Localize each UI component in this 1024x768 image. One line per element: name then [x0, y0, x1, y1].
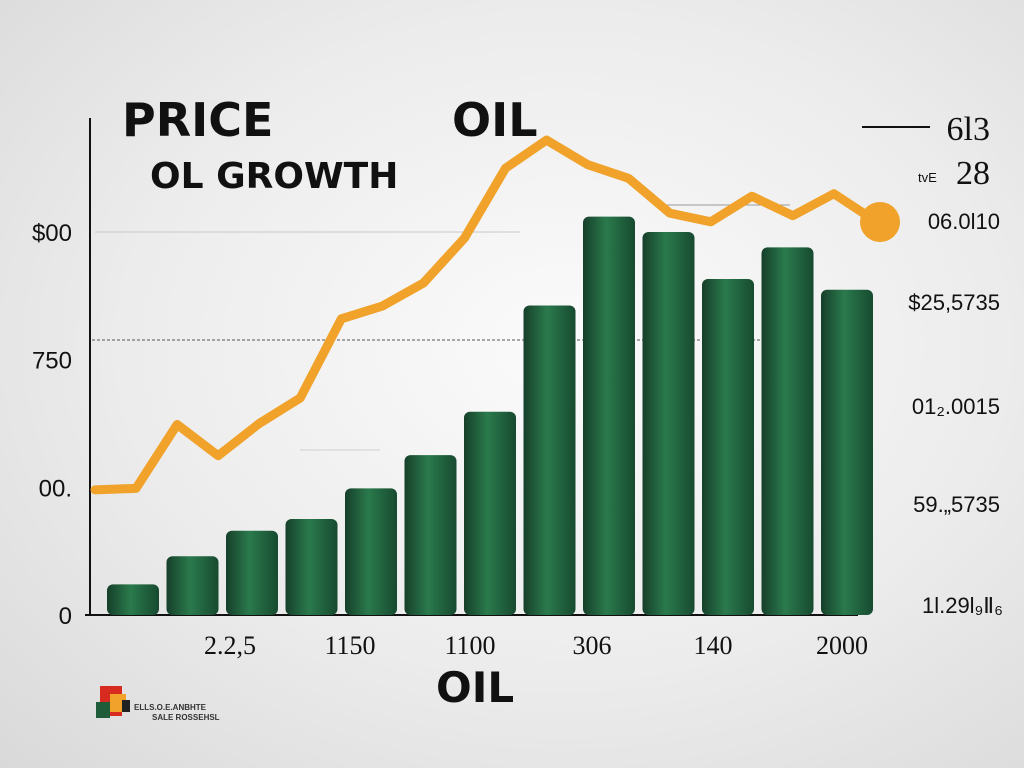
- bar: [107, 584, 159, 615]
- right-value-label: 01₂.0015: [912, 394, 1000, 419]
- x-tick-label: 140: [694, 631, 733, 660]
- x-tick-label: 1100: [444, 631, 495, 660]
- bar: [523, 305, 576, 615]
- right-value-labels: 6l3 tvE 28 06.0l10 $25,5735 01₂.0015 59.„5735 1…: [908, 111, 1003, 618]
- bar: [166, 556, 219, 615]
- right-value-label: 06.0l10: [928, 209, 1000, 234]
- bar: [642, 232, 695, 615]
- logo: ELLS.O.E.ANBHTE SALE ROSSEHSL: [96, 686, 220, 722]
- line-end-marker: [860, 202, 900, 242]
- bar: [583, 216, 635, 615]
- bar: [464, 411, 516, 615]
- right-value-label: 28: [956, 155, 990, 192]
- y-tick-labels: 0 00. 750 $00: [32, 220, 72, 630]
- bar: [226, 530, 278, 615]
- x-tick-label: 2.2,5: [204, 631, 256, 660]
- right-value-label: tvE: [918, 170, 937, 185]
- logo-text-2: SALE ROSSEHSL: [152, 713, 220, 722]
- bar: [345, 488, 397, 615]
- y-tick-label: 00.: [39, 475, 72, 502]
- bar: [285, 518, 338, 615]
- logo-green-block: [96, 702, 110, 718]
- y-tick-label: $00: [32, 220, 72, 247]
- chart-title: PRICE: [122, 93, 273, 147]
- x-axis-label: OIL: [436, 663, 514, 712]
- right-value-label: $25,5735: [908, 290, 1000, 315]
- bar: [821, 289, 873, 615]
- y-tick-label: 750: [32, 348, 72, 375]
- bar: [702, 278, 754, 615]
- x-tick-labels: 2.2,5 1150 1100 306 140 2000: [204, 631, 868, 660]
- x-tick-label: 1150: [324, 631, 375, 660]
- x-tick-label: 306: [573, 631, 612, 660]
- chart-subtitle: OL GROWTH: [150, 156, 398, 197]
- right-value-label: 59.„5735: [913, 492, 1000, 517]
- right-value-label: 1l.29l₉Ⅱ₆: [922, 593, 1003, 618]
- logo-text-1: ELLS.O.E.ANBHTE: [134, 703, 207, 712]
- bar: [404, 455, 457, 615]
- bar-series: [107, 216, 873, 615]
- oil-price-line: [90, 135, 880, 495]
- right-value-label: 6l3: [947, 111, 990, 148]
- oil-price-line-points: [94, 139, 876, 490]
- chart-title-secondary: OIL: [452, 93, 538, 147]
- logo-black-block: [122, 700, 130, 712]
- y-tick-label: 0: [59, 603, 72, 630]
- x-tick-label: 2000: [816, 631, 868, 660]
- bar: [761, 247, 814, 615]
